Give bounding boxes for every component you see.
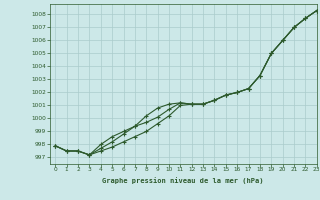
X-axis label: Graphe pression niveau de la mer (hPa): Graphe pression niveau de la mer (hPa)	[102, 177, 264, 184]
